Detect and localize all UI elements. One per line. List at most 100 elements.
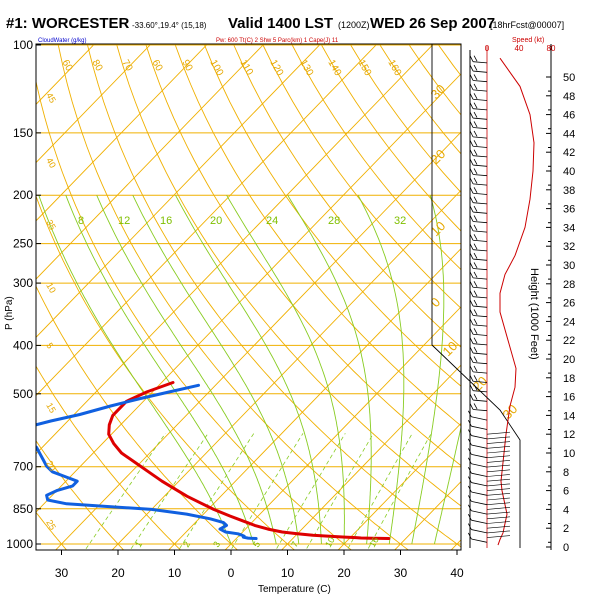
height-tick-label: 34 <box>563 222 575 234</box>
height-tick-label: 10 <box>563 448 575 460</box>
low-level-barb <box>486 446 511 449</box>
temperature-tick-label: 20 <box>111 566 125 580</box>
wind-barb-staff <box>471 538 488 543</box>
wind-barb-flag <box>469 384 474 391</box>
wind-barb-flag <box>469 309 474 316</box>
bottom-mix-label: 5 <box>251 540 262 549</box>
wind-barb-flag <box>469 215 474 222</box>
wind-barb-flag <box>473 83 478 90</box>
wind-barb-flag <box>467 429 472 436</box>
isotherm-line <box>281 364 461 550</box>
height-tick-label: 26 <box>563 298 575 310</box>
low-level-barb <box>486 488 511 491</box>
wind-barb-staff <box>473 127 488 130</box>
x-axis-title: Temperature (C) <box>258 584 331 595</box>
wind-barb-flag <box>469 224 474 232</box>
isotherm-line <box>55 131 461 550</box>
height-tick-label: 14 <box>563 410 575 422</box>
forecast-date: WED 26 Sep 2007 <box>370 15 495 32</box>
wind-barb-flag <box>469 55 474 62</box>
wind-barb-flag <box>473 177 478 184</box>
wind-barb-staff <box>473 380 488 383</box>
height-tick-label: 48 <box>563 91 575 103</box>
wind-barb-staff <box>471 416 488 421</box>
wind-barb-flag <box>473 168 478 175</box>
wind-barb-staff <box>473 239 488 242</box>
mixing-ratio-line <box>367 433 432 550</box>
wind-barb-flag <box>467 504 472 511</box>
sounding-profiles <box>36 381 391 540</box>
wind-barb-flag <box>473 337 478 344</box>
wind-barb-staff <box>473 296 488 299</box>
low-level-barb <box>486 474 511 477</box>
height-tick-label: 30 <box>563 260 575 272</box>
wind-barb-flag <box>469 252 474 260</box>
wind-barb-flag <box>467 532 472 540</box>
dry-adiabat <box>233 44 461 348</box>
pressure-tick-label: 700 <box>13 460 33 474</box>
mixing-ratio-label: 24 <box>266 215 278 227</box>
dry-adiabat <box>204 44 461 387</box>
wind-barb-flag <box>473 187 478 193</box>
height-tick-label: 28 <box>563 279 575 291</box>
wind-barb-flag <box>469 158 474 166</box>
isotherm-line <box>111 189 461 550</box>
forecast-label: [18hrFcst@00007] <box>490 20 564 30</box>
bottom-mix-label: 10 <box>323 535 337 549</box>
wind-barb-staff <box>473 277 488 280</box>
plot-frame <box>35 43 462 551</box>
isotherm-right-label: 0 <box>428 294 444 310</box>
wind-barb-flag <box>469 234 474 241</box>
top-scale-label: 70 <box>119 58 134 74</box>
wind-barb-staff <box>473 333 488 336</box>
bottom-mix-label: 1 <box>133 540 144 549</box>
wind-barb-staff <box>473 183 488 186</box>
height-tick-label: 12 <box>563 429 575 441</box>
wind-barb-flag <box>467 466 472 474</box>
height-tick-label: 16 <box>563 392 575 404</box>
wind-barb-flag <box>473 318 478 325</box>
wind-barb-flag <box>473 158 478 165</box>
wind-barb-staff <box>473 202 488 205</box>
wind-barb-staff <box>473 164 488 167</box>
height-tick-label: 36 <box>563 204 575 216</box>
wind-barb-flag <box>467 438 472 446</box>
wind-barb-flag <box>469 187 474 194</box>
wind-barb-flag <box>469 205 474 213</box>
wind-barb-flag <box>469 243 474 250</box>
mixing-ratio-line <box>346 433 413 550</box>
pressure-tick-label: 300 <box>13 276 33 290</box>
isotherm-line <box>36 73 461 513</box>
moist-adiabat <box>226 194 345 544</box>
wind-barb-flag <box>473 365 478 372</box>
temperature-tick-label: 10 <box>281 566 295 580</box>
wind-barb-flag <box>469 168 474 175</box>
wind-barb-flag <box>473 346 478 353</box>
wind-barb-staff <box>473 352 488 355</box>
wind-barb-flag <box>469 271 474 279</box>
wind-barb-flag <box>473 121 478 128</box>
bottom-mix-label: 7 <box>289 540 300 549</box>
mixing-ratio-label: 8 <box>78 215 84 227</box>
wind-barb-flag <box>473 243 478 250</box>
low-level-barb <box>486 507 511 510</box>
station-coords: -33.60°,19.4° (15,18) <box>132 21 207 30</box>
wind-barb-staff <box>473 305 488 308</box>
moist-adiabat <box>357 194 405 545</box>
wind-barb-flag <box>473 384 478 391</box>
wind-barb-flag <box>469 74 474 81</box>
wind-barb-flag <box>469 121 474 128</box>
speed-tick-label: 0 <box>485 44 490 53</box>
wind-barb-staff <box>473 343 488 346</box>
temperature-profile <box>107 381 391 540</box>
wind-barb-flag <box>473 111 478 118</box>
left-edge-label: 20 <box>44 459 58 473</box>
top-scale-label: 150 <box>355 58 373 78</box>
wind-barb-flag <box>473 224 478 231</box>
wind-barb-flag <box>473 55 478 62</box>
wind-barb-staff <box>473 409 488 412</box>
bottom-mix-label: 2 <box>181 540 192 549</box>
wind-barb-staff <box>473 268 488 271</box>
